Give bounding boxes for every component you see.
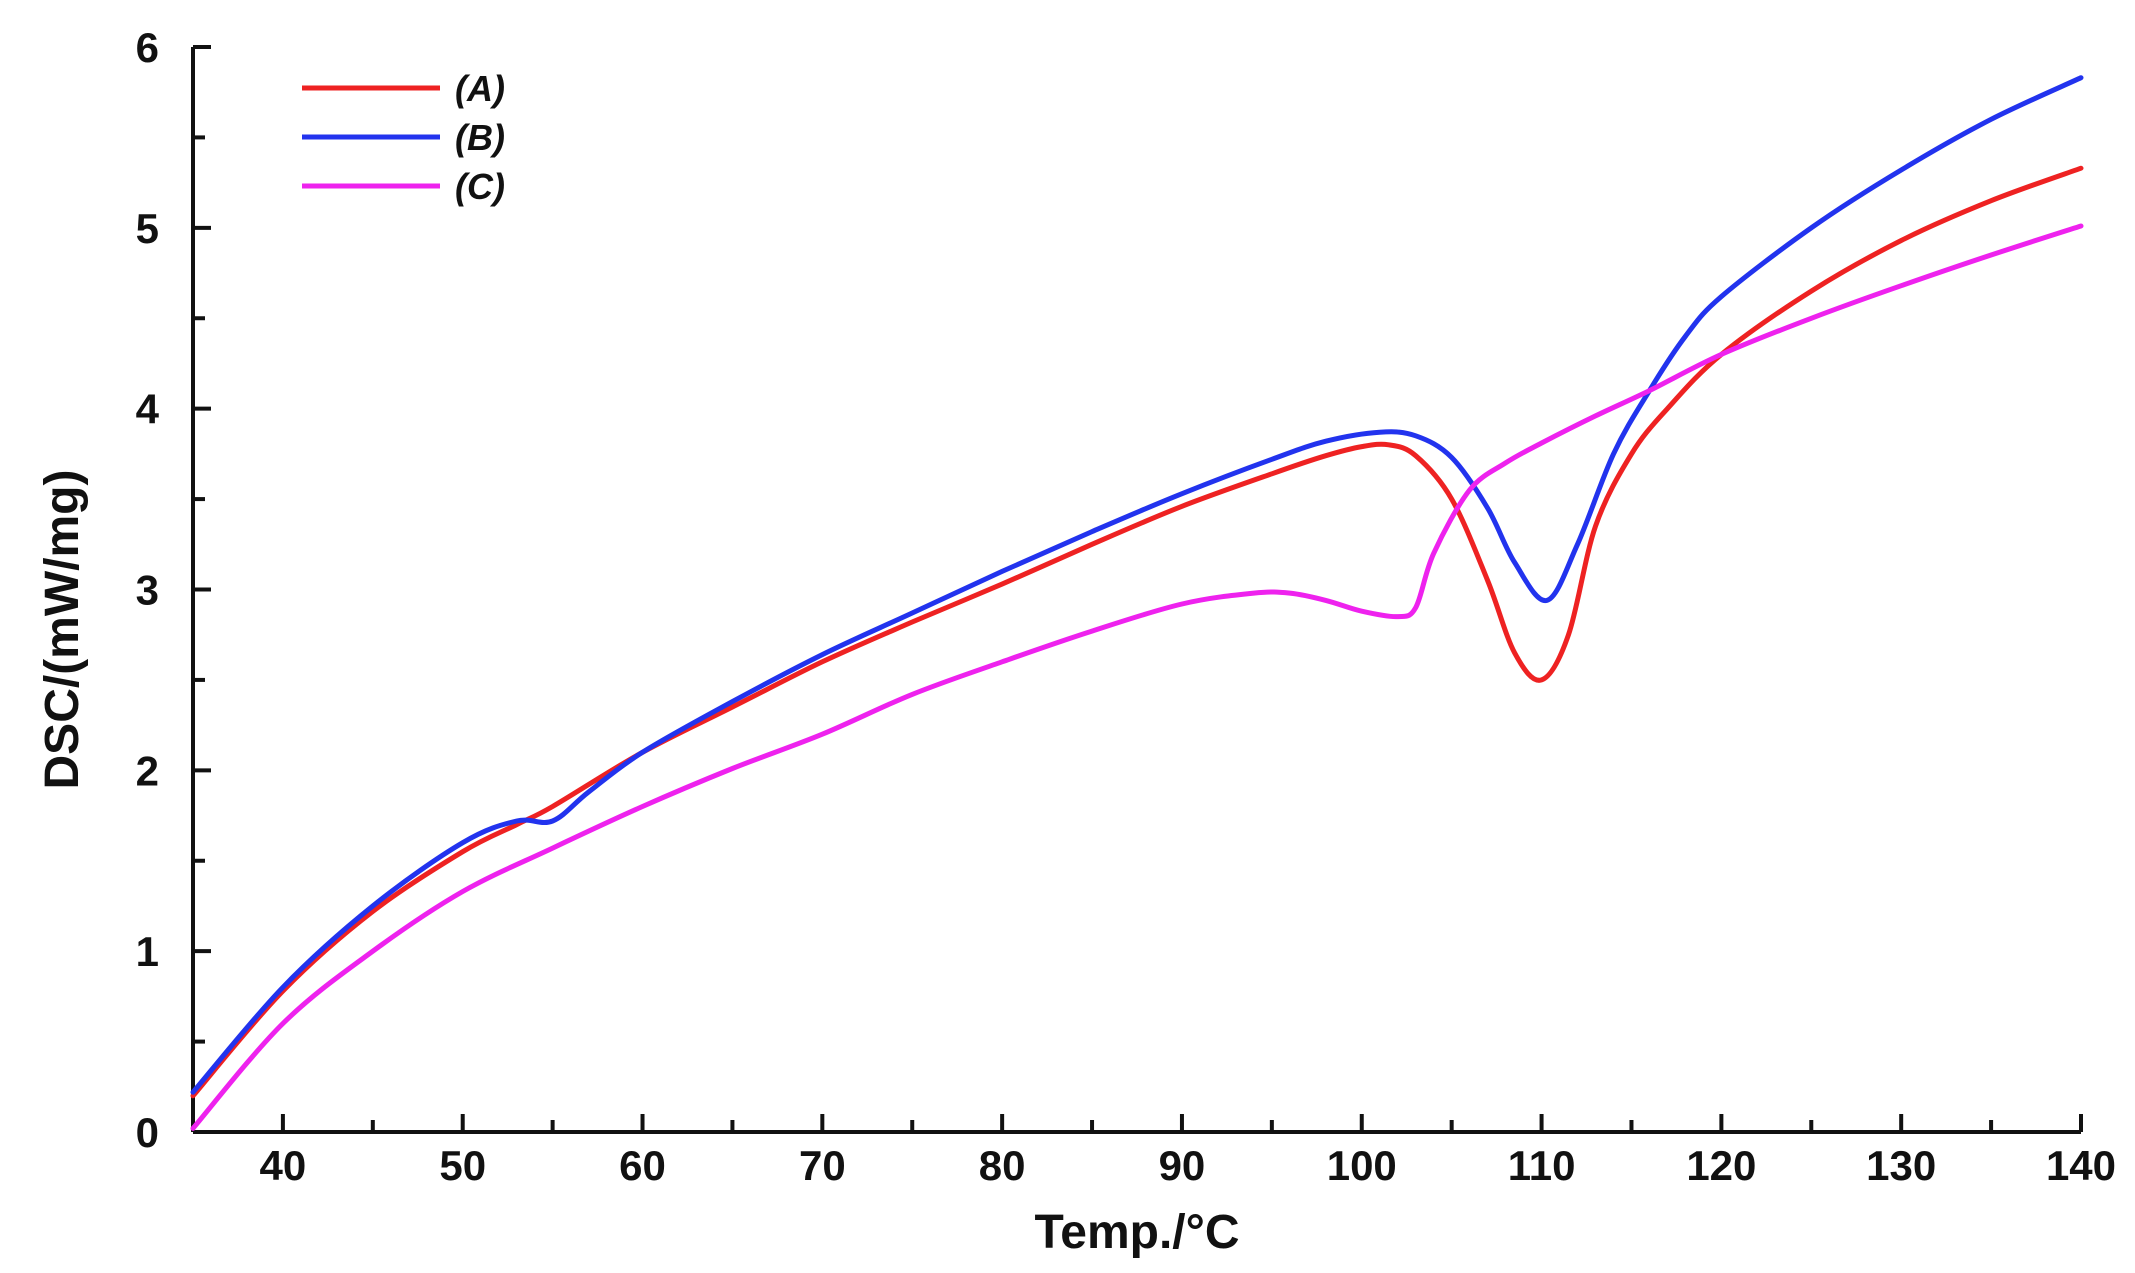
y-tick-label: 0 xyxy=(136,1109,159,1156)
legend-label-a: (A) xyxy=(455,68,505,109)
series-line-a xyxy=(190,165,2084,1099)
series-line-b xyxy=(190,75,2084,1095)
x-axis-title: Temp./°C xyxy=(1035,1206,1240,1259)
x-tick-label: 120 xyxy=(1686,1142,1756,1189)
x-tick-label: 100 xyxy=(1327,1142,1397,1189)
y-tick-label: 4 xyxy=(136,386,160,433)
series-line-c xyxy=(190,223,2084,1131)
y-tick-label: 6 xyxy=(136,24,159,71)
x-tick-label: 140 xyxy=(2046,1142,2116,1189)
x-tick-label: 60 xyxy=(619,1142,666,1189)
x-tick-label: 50 xyxy=(439,1142,486,1189)
y-tick-label: 1 xyxy=(136,928,159,975)
y-tick-label: 5 xyxy=(136,205,159,252)
x-tick-label: 70 xyxy=(799,1142,846,1189)
y-tick-label: 2 xyxy=(136,747,159,794)
x-tick-label: 110 xyxy=(1508,1142,1576,1189)
x-tick-label: 40 xyxy=(260,1142,307,1189)
x-tick-label: 130 xyxy=(1866,1142,1936,1189)
y-axis-title: DSC/(mW/mg) xyxy=(36,470,89,790)
legend-label-c: (C) xyxy=(455,166,505,207)
x-tick-label: 80 xyxy=(979,1142,1026,1189)
x-tick-label: 90 xyxy=(1159,1142,1206,1189)
legend-label-b: (B) xyxy=(455,117,505,158)
y-tick-label: 3 xyxy=(136,567,159,614)
